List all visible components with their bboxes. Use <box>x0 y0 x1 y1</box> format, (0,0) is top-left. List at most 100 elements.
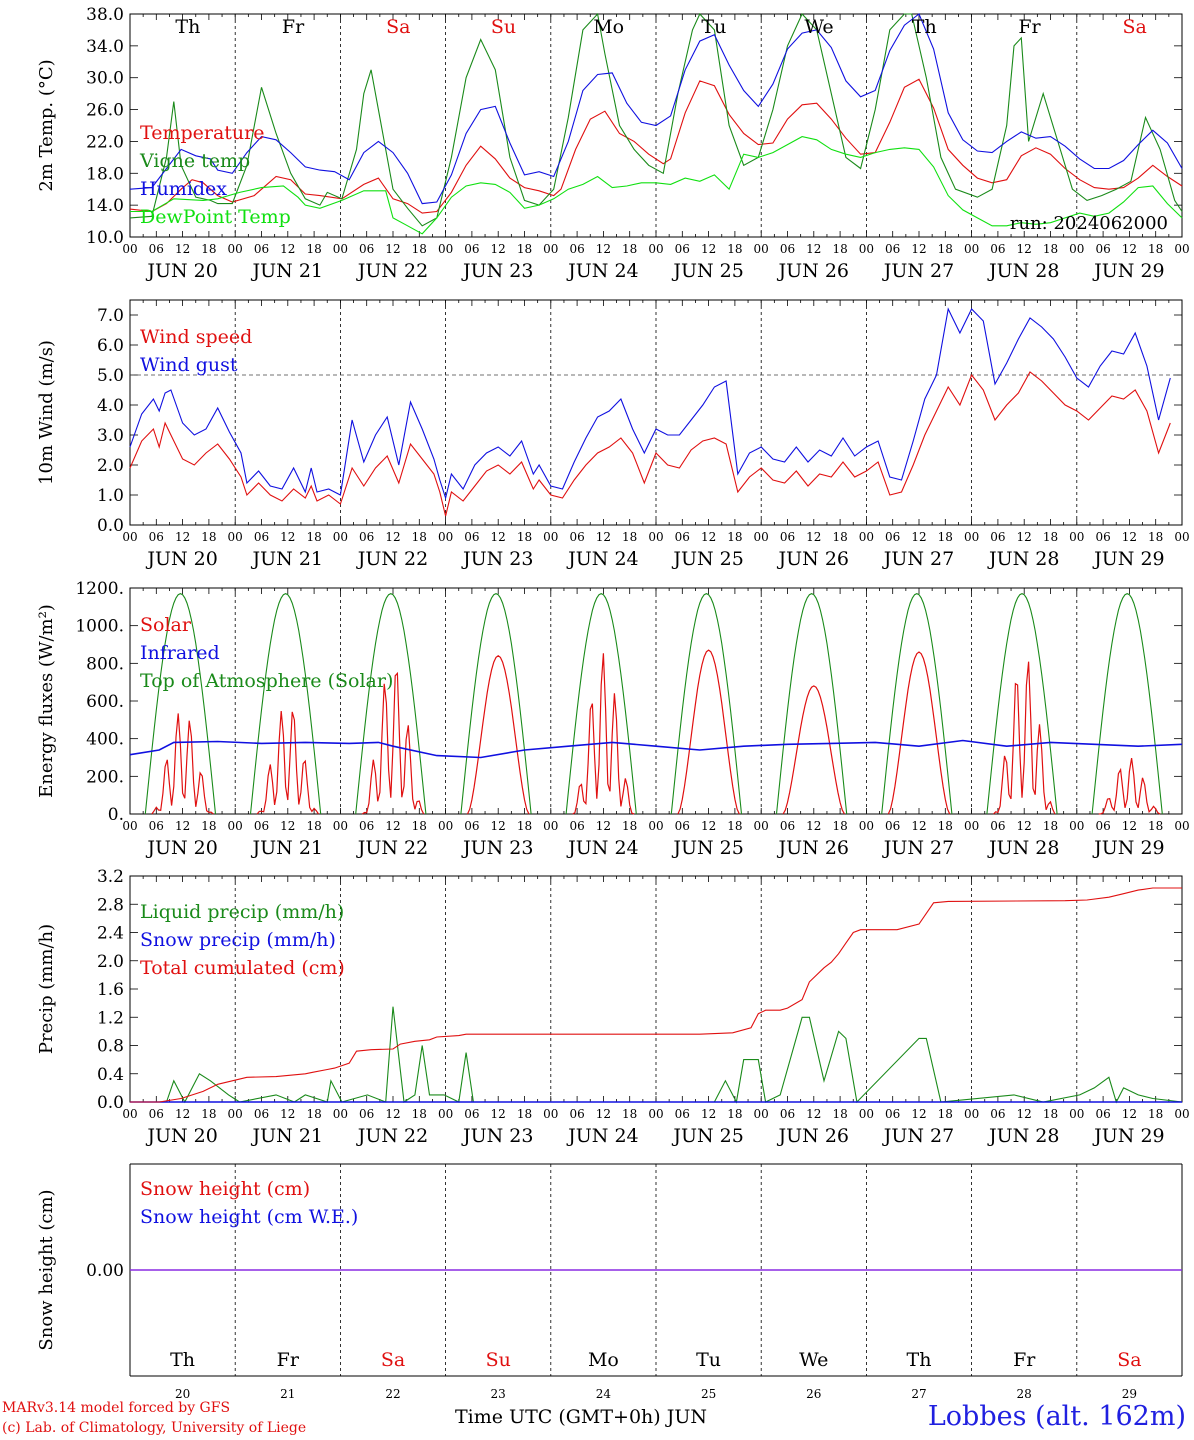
date-label: JUN 23 <box>461 837 533 859</box>
series-temperature <box>129 78 1183 214</box>
hour-tick-label: 00 <box>122 530 137 544</box>
date-label: JUN 24 <box>566 260 638 282</box>
legend-entry: Liquid precip (mm/h) <box>140 901 344 923</box>
hour-tick-label: 12 <box>175 242 190 256</box>
hour-tick-label: 18 <box>727 819 742 833</box>
y-tick-label: 1200. <box>75 579 124 599</box>
date-label: JUN 28 <box>987 260 1059 282</box>
hour-tick-label: 00 <box>859 819 874 833</box>
hour-tick-label: 00 <box>754 1107 769 1121</box>
legend-entry: Temperature <box>140 122 264 144</box>
y-tick-label: 22.0 <box>86 132 124 152</box>
date-label: JUN 29 <box>1092 1125 1164 1147</box>
day-number-label: 29 <box>1122 1387 1137 1401</box>
hour-tick-label: 00 <box>333 530 348 544</box>
hour-tick-label: 12 <box>385 1107 400 1121</box>
y-tick-label: 10.0 <box>86 228 124 248</box>
hour-tick-label: 06 <box>885 530 900 544</box>
y-tick-label: 4.0 <box>97 396 124 416</box>
hour-tick-label: 18 <box>201 1107 216 1121</box>
hour-tick-label: 06 <box>149 242 164 256</box>
weekday-label: Su <box>491 16 516 38</box>
date-label: JUN 26 <box>777 837 849 859</box>
y-tick-label: 1000. <box>75 617 124 637</box>
date-label: JUN 28 <box>987 1125 1059 1147</box>
hour-tick-label: 12 <box>1122 819 1137 833</box>
date-label: JUN 23 <box>461 548 533 570</box>
hour-tick-label: 12 <box>596 1107 611 1121</box>
hour-tick-label: 12 <box>385 530 400 544</box>
hour-tick-label: 12 <box>280 1107 295 1121</box>
weekday-label: Tu <box>696 1349 721 1371</box>
hour-tick-label: 12 <box>280 530 295 544</box>
hour-tick-label: 18 <box>938 819 953 833</box>
hour-tick-label: 00 <box>543 530 558 544</box>
y-tick-label: 38.0 <box>86 5 124 25</box>
date-label: JUN 21 <box>251 1125 323 1147</box>
hour-tick-label: 12 <box>701 819 716 833</box>
weekday-label: Mo <box>593 16 624 38</box>
weekday-label: Sa <box>381 1349 405 1371</box>
y-tick-label: 2.0 <box>97 456 124 476</box>
date-label: JUN 21 <box>251 260 323 282</box>
y-tick-label: 800. <box>86 654 124 674</box>
hour-tick-label: 18 <box>832 1107 847 1121</box>
hour-tick-label: 00 <box>754 819 769 833</box>
y-tick-label: 2.8 <box>97 895 124 915</box>
wind-y-axis-label: 10m Wind (m/s) <box>36 340 57 485</box>
weekday-label: Mo <box>588 1349 619 1371</box>
y-tick-label: 30.0 <box>86 69 124 89</box>
hour-tick-label: 06 <box>569 819 584 833</box>
hour-tick-label: 12 <box>701 242 716 256</box>
hour-tick-label: 00 <box>1174 242 1189 256</box>
y-tick-label: 0.00 <box>86 1261 124 1281</box>
hour-tick-label: 06 <box>359 1107 374 1121</box>
hour-tick-label: 12 <box>806 1107 821 1121</box>
date-label: JUN 21 <box>251 548 323 570</box>
hour-tick-label: 18 <box>938 530 953 544</box>
hour-tick-label: 00 <box>859 1107 874 1121</box>
hour-tick-label: 06 <box>675 530 690 544</box>
legend-entry: Infrared <box>140 642 220 664</box>
legend-entry: DewPoint Temp <box>140 206 291 228</box>
hour-tick-label: 00 <box>754 242 769 256</box>
energy-panel: 00 06 12 18 00 06 12 18 00 06 12 18 00 06 12 18 00 06 12 18… <box>36 579 1190 859</box>
hour-tick-label: 06 <box>885 819 900 833</box>
hour-tick-label: 12 <box>911 1107 926 1121</box>
weekday-label: Th <box>912 16 937 38</box>
temperature-y-axis-label: 2m Temp. (°C) <box>36 59 57 191</box>
y-tick-label: 26.0 <box>86 101 124 121</box>
hour-tick-label: 00 <box>122 242 137 256</box>
hour-tick-label: 18 <box>1043 1107 1058 1121</box>
day-number-label: 28 <box>1017 1387 1032 1401</box>
date-label: JUN 20 <box>145 260 217 282</box>
date-label: JUN 26 <box>777 1125 849 1147</box>
hour-tick-label: 18 <box>1043 819 1058 833</box>
precip-panel: 00 06 12 18 00 06 12 18 00 06 12 18 00 06 12 18 00 06 12 18… <box>36 867 1190 1147</box>
hour-tick-label: 12 <box>491 819 506 833</box>
hour-tick-label: 06 <box>990 1107 1005 1121</box>
date-label: JUN 26 <box>777 260 849 282</box>
hour-tick-label: 00 <box>1069 530 1084 544</box>
date-label: JUN 24 <box>566 1125 638 1147</box>
y-tick-label: 400. <box>86 730 124 750</box>
hour-tick-label: 12 <box>280 819 295 833</box>
hour-tick-label: 06 <box>780 1107 795 1121</box>
hour-tick-label: 12 <box>1017 1107 1032 1121</box>
hour-tick-label: 12 <box>911 819 926 833</box>
weekday-label: Tu <box>701 16 726 38</box>
hour-tick-label: 06 <box>675 819 690 833</box>
hour-tick-label: 00 <box>648 530 663 544</box>
series-humidex <box>129 13 1183 205</box>
hour-tick-label: 18 <box>1148 242 1163 256</box>
date-label: JUN 20 <box>145 548 217 570</box>
hour-tick-label: 00 <box>1174 1107 1189 1121</box>
hour-tick-label: 00 <box>228 1107 243 1121</box>
y-tick-label: 18.0 <box>86 164 124 184</box>
date-label: JUN 28 <box>987 548 1059 570</box>
hour-tick-label: 06 <box>254 819 269 833</box>
date-label: JUN 20 <box>145 837 217 859</box>
hour-tick-label: 06 <box>990 242 1005 256</box>
weekday-label: Sa <box>386 16 410 38</box>
hour-tick-label: 00 <box>1174 819 1189 833</box>
